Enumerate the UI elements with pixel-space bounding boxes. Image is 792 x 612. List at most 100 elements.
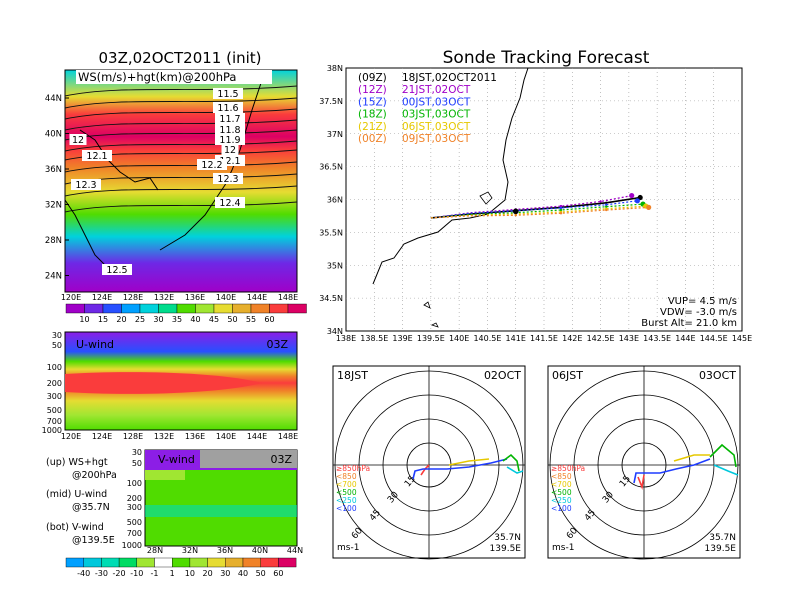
- v-pressure-tick: 30: [132, 448, 142, 457]
- note-line-bottom: @35.7N: [72, 502, 110, 513]
- contour-label: 12.5: [106, 265, 127, 276]
- track-lat-tick: 34N: [327, 327, 343, 336]
- v-lat-tick: 32N: [182, 546, 198, 555]
- ws-colorbar-tick: 25: [135, 315, 145, 324]
- v-pressure-tick: 50: [132, 459, 142, 468]
- contour-label: 12.3: [217, 174, 238, 185]
- hodograph-right: 06JST 03OCT15304560ms-135.7N139.5E≥850hPa…: [547, 365, 741, 560]
- note-line-top: (up) WS+hgt: [46, 457, 108, 468]
- hodo-level: ≥850hPa: [336, 464, 370, 473]
- contour-label-bg: [69, 134, 87, 145]
- track-point: [559, 212, 563, 215]
- height-contour: [64, 97, 298, 109]
- track-point: [559, 206, 563, 210]
- contour-label-bg: [215, 124, 245, 135]
- height-contour: [64, 129, 298, 141]
- contour-label: 12.1: [219, 156, 240, 167]
- hodo-lon: 139.5E: [705, 544, 737, 554]
- v-label: V-wind: [158, 453, 195, 466]
- v-colorbar-tick: -20: [113, 569, 126, 578]
- v-colorbar-tick: -10: [130, 569, 143, 578]
- ws-lat-tick: 32N: [45, 201, 62, 211]
- u-pressure-tick: 500: [47, 406, 62, 415]
- track-lon-tick: 139E: [392, 334, 412, 343]
- u-jet-core: [65, 372, 262, 394]
- track-endpoint: [634, 198, 640, 204]
- hodo-lat: 35.7N: [709, 533, 736, 543]
- ws-colorbar-cell: [102, 303, 122, 314]
- track-legend-time: 18JST,02OCT2011: [402, 72, 497, 84]
- contour-label: 11.9: [219, 135, 240, 146]
- sonde-track-panel: Sonde Tracking Forecast (09Z) 18JST,02OCT2…: [319, 48, 752, 343]
- ws-colorbar-cell: [213, 303, 233, 314]
- contour-label: 12: [72, 135, 84, 146]
- track-point: [514, 214, 517, 217]
- track-legend-code: (15Z): [358, 96, 387, 108]
- track-lon-tick: 144E: [675, 334, 695, 343]
- track-lon-tick: 141E: [506, 334, 526, 343]
- v-colorbar-tick: -40: [77, 569, 90, 578]
- u-lon-tick: 148E: [278, 432, 298, 441]
- v-lat-tick: 40N: [252, 546, 268, 555]
- hodo-curve: [709, 443, 737, 468]
- ws-colorbar-tick: 50: [227, 315, 237, 324]
- contour-label-bg: [221, 144, 239, 155]
- ws-colorbar-cell: [121, 303, 141, 314]
- track-legend-code: (18Z): [358, 109, 387, 121]
- ws-colorbar-cell: [287, 303, 307, 314]
- ws-colorbar-cell: [176, 303, 196, 314]
- v-colorbar-cell: [171, 557, 191, 568]
- u-lon-tick: 136E: [185, 432, 205, 441]
- track-endpoint: [646, 204, 652, 210]
- track-lat-tick: 36.5N: [319, 163, 343, 172]
- track-lon-tick: 142.5E: [587, 334, 615, 343]
- contour-label-bg: [215, 155, 245, 166]
- hodograph-left: 18JST 02OCT15304560ms-135.7N139.5E≥850hPa…: [332, 365, 526, 560]
- u-pressure-tick: 100: [47, 363, 62, 372]
- contour-label: 11.7: [219, 114, 240, 125]
- track-point: [599, 200, 602, 203]
- contour-label-bg: [71, 179, 101, 190]
- track-lon-tick: 141.5E: [530, 334, 558, 343]
- ws-label: WS(m/s)+hgt(km)@200hPa: [78, 70, 236, 84]
- v-colorbar-cell: [260, 557, 279, 568]
- track-legend-code: (12Z): [358, 84, 387, 96]
- contour-label-bg: [213, 173, 243, 184]
- ws-lon-tick: 144E: [247, 293, 267, 302]
- track-legend-time: 21JST,02OCT: [402, 84, 471, 96]
- track-point: [559, 208, 563, 212]
- track-legend-code: (21Z): [358, 121, 387, 133]
- ws-colorbar-tick: 15: [98, 315, 108, 324]
- hodo-level: ≥850hPa: [551, 464, 585, 473]
- v-colorbar-tick: -30: [95, 569, 108, 578]
- v-colorbar-cell: [118, 557, 137, 568]
- track-lat-tick: 38N: [327, 64, 343, 73]
- contour-label-bg: [215, 113, 245, 124]
- hodo-curve: [637, 474, 645, 490]
- track-lon-tick: 143E: [619, 334, 639, 343]
- v-patch: [145, 505, 297, 517]
- contour-label: 12.1: [86, 151, 107, 162]
- ws-colorbar-tick: 40: [190, 315, 200, 324]
- v-colorbar-tick: 50: [256, 569, 266, 578]
- track-line: [430, 206, 649, 219]
- ws-colorbar-tick: 60: [264, 315, 274, 324]
- u-label: U-wind: [76, 338, 114, 351]
- hodo-level: <100: [336, 504, 357, 513]
- ws-colorbar-cell: [84, 303, 104, 314]
- island: [423, 301, 431, 309]
- hodo-level: <100: [551, 504, 572, 513]
- contour-label: 11.8: [219, 125, 240, 136]
- v-colorbar-cell: [278, 557, 297, 568]
- track-frame: [345, 67, 743, 332]
- u-lon-tick: 128E: [123, 432, 143, 441]
- hodo-unit: ms-1: [337, 543, 359, 553]
- track-point: [605, 208, 608, 212]
- track-legend-time: 00JST,03OCT: [402, 96, 471, 108]
- ws-lon-tick: 120E: [61, 293, 81, 302]
- note-line-bottom: @200hPa: [72, 470, 117, 481]
- korea-coast: [79, 129, 159, 191]
